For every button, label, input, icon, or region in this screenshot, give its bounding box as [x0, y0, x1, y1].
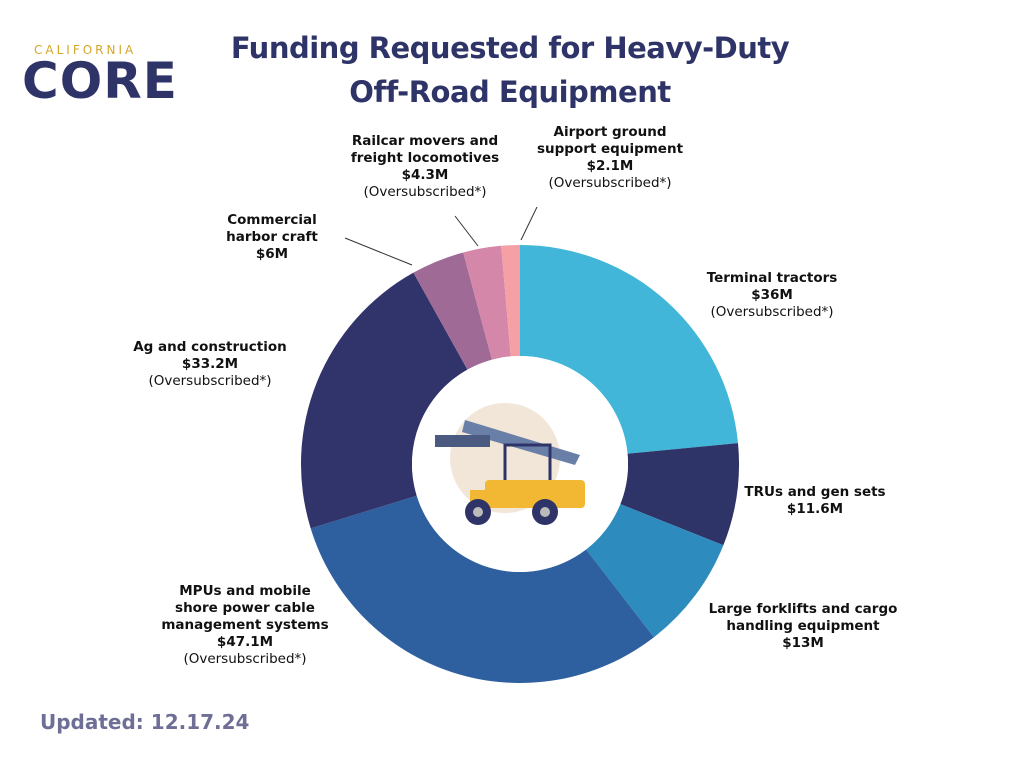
slice: [463, 245, 511, 360]
slice: [300, 272, 468, 529]
slices: [300, 245, 739, 683]
slice-label: Ag and construction $33.2M (Oversubscribed…: [95, 339, 325, 390]
slice-label: MPUs and mobile shore power cable manage…: [130, 583, 360, 668]
note: (Oversubscribed*): [548, 175, 672, 191]
slice: [310, 495, 654, 683]
leader-line: [454, 215, 479, 247]
category-label: Railcar movers and freight locomotives: [350, 133, 500, 166]
value-label: $33.2M: [181, 356, 239, 372]
slice: [413, 252, 492, 370]
slice-label: Large forklifts and cargo handling equip…: [688, 601, 918, 652]
category-label: MPUs and mobile shore power cable manage…: [161, 583, 329, 633]
leader-line: [344, 237, 413, 266]
slice-label: TRUs and gen sets $11.6M: [700, 484, 930, 518]
category-label: Commercial harbor craft: [226, 212, 318, 245]
footer: Updated: 12.17.24: [40, 710, 250, 734]
note: (Oversubscribed*): [363, 184, 487, 200]
slice-label: Airport ground support equipment $2.1M (Ov…: [495, 124, 725, 192]
category-label: Ag and construction: [133, 339, 287, 355]
slice: [620, 443, 739, 546]
value-label: $47.1M: [216, 634, 274, 650]
category-label: Terminal tractors: [706, 270, 838, 286]
slice: [501, 245, 520, 357]
value-label: $6M: [255, 246, 289, 262]
logo-main: CORE: [22, 52, 178, 110]
value-label: $2.1M: [586, 158, 634, 174]
slice-label: Commercial harbor craft $6M: [157, 212, 387, 263]
category-label: Airport ground support equipment: [536, 124, 684, 157]
value-label: $4.3M: [401, 167, 449, 183]
note: (Oversubscribed*): [148, 373, 272, 389]
value-label: $36M: [751, 287, 793, 303]
logo-top: CALIFORNIA: [34, 43, 137, 57]
value-label: $13M: [782, 635, 824, 651]
category-label: Large forklifts and cargo handling equip…: [708, 601, 898, 634]
chart-title: Funding Requested for Heavy-Duty Off-Roa…: [230, 31, 790, 109]
slice-label: Terminal tractors $36M (Oversubscribed*): [657, 270, 887, 321]
center-icon: [412, 356, 628, 572]
note: (Oversubscribed*): [710, 304, 834, 320]
leader-line: [520, 206, 538, 241]
slice: [520, 245, 739, 454]
category-label: TRUs and gen sets: [744, 484, 886, 500]
note: (Oversubscribed*): [183, 651, 307, 667]
slice-label: Railcar movers and freight locomotives $4…: [310, 133, 540, 201]
value-label: $11.6M: [786, 501, 844, 517]
slice: [586, 504, 724, 638]
